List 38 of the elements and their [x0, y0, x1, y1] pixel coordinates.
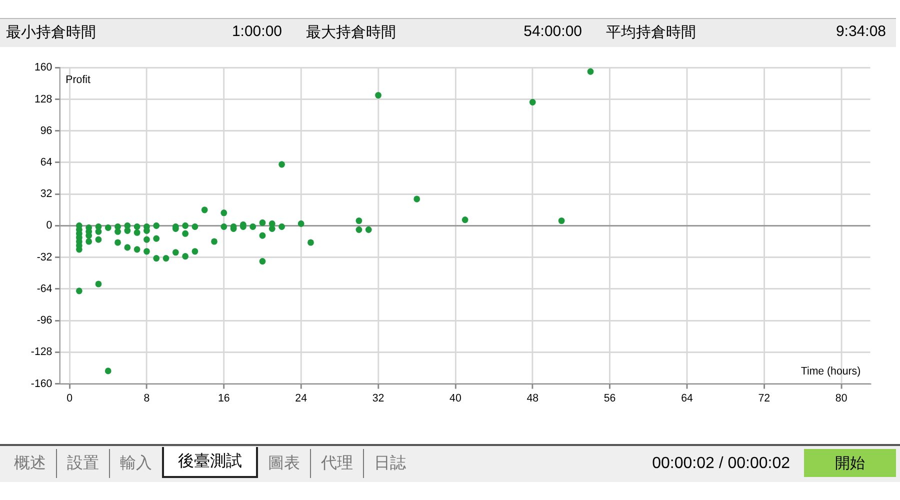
x-tick-label: 72 [758, 392, 770, 404]
text: 1:00:00 [232, 23, 282, 40]
y-tick-label: 96 [40, 124, 52, 137]
y-tick-label: -32 [36, 251, 52, 264]
y-tick-label: 0 [46, 220, 52, 232]
y-tick-label: -96 [36, 314, 52, 327]
text: 輸入 [119, 454, 153, 474]
x-axis-title: Time (hours) [800, 365, 861, 378]
text: 開始 [804, 449, 896, 477]
text: 最小持倉時間 [6, 23, 96, 42]
text: 9:34:08 [836, 23, 886, 40]
x-tick-label: 40 [450, 392, 462, 404]
x-tick-label: 16 [218, 392, 230, 404]
text: 圖表 [258, 448, 311, 478]
text: 平均持倉時間 [606, 23, 696, 42]
y-tick-label: -64 [36, 282, 52, 296]
y-tick-label: -160 [30, 378, 52, 390]
x-tick-label: 32 [372, 392, 384, 404]
text: 00:00:02 / 00:00:02 [652, 455, 790, 473]
x-tick-label: 48 [526, 392, 539, 404]
y-tick-label: 128 [34, 93, 52, 106]
y-tick-label: -128 [30, 346, 52, 358]
x-tick-label: 24 [295, 392, 307, 404]
x-tick-label: 80 [835, 392, 848, 404]
y-tick-label: 64 [40, 156, 52, 169]
text: 設置 [57, 448, 110, 478]
y-tick-label: 32 [40, 188, 52, 200]
x-tick-label: 0 [66, 392, 72, 404]
y-axis-title: Profit [66, 74, 90, 86]
text: 54:00:00 [524, 23, 582, 40]
text: 最大持倉時間 [306, 23, 396, 42]
x-tick-label: 8 [144, 392, 150, 404]
x-tick-label: 56 [604, 392, 616, 404]
text: 日誌 [373, 454, 407, 474]
text: 代理 [311, 448, 364, 478]
x-tick-label: 64 [681, 392, 693, 404]
text: 概述 [4, 448, 57, 478]
y-tick-label: 160 [34, 61, 52, 74]
